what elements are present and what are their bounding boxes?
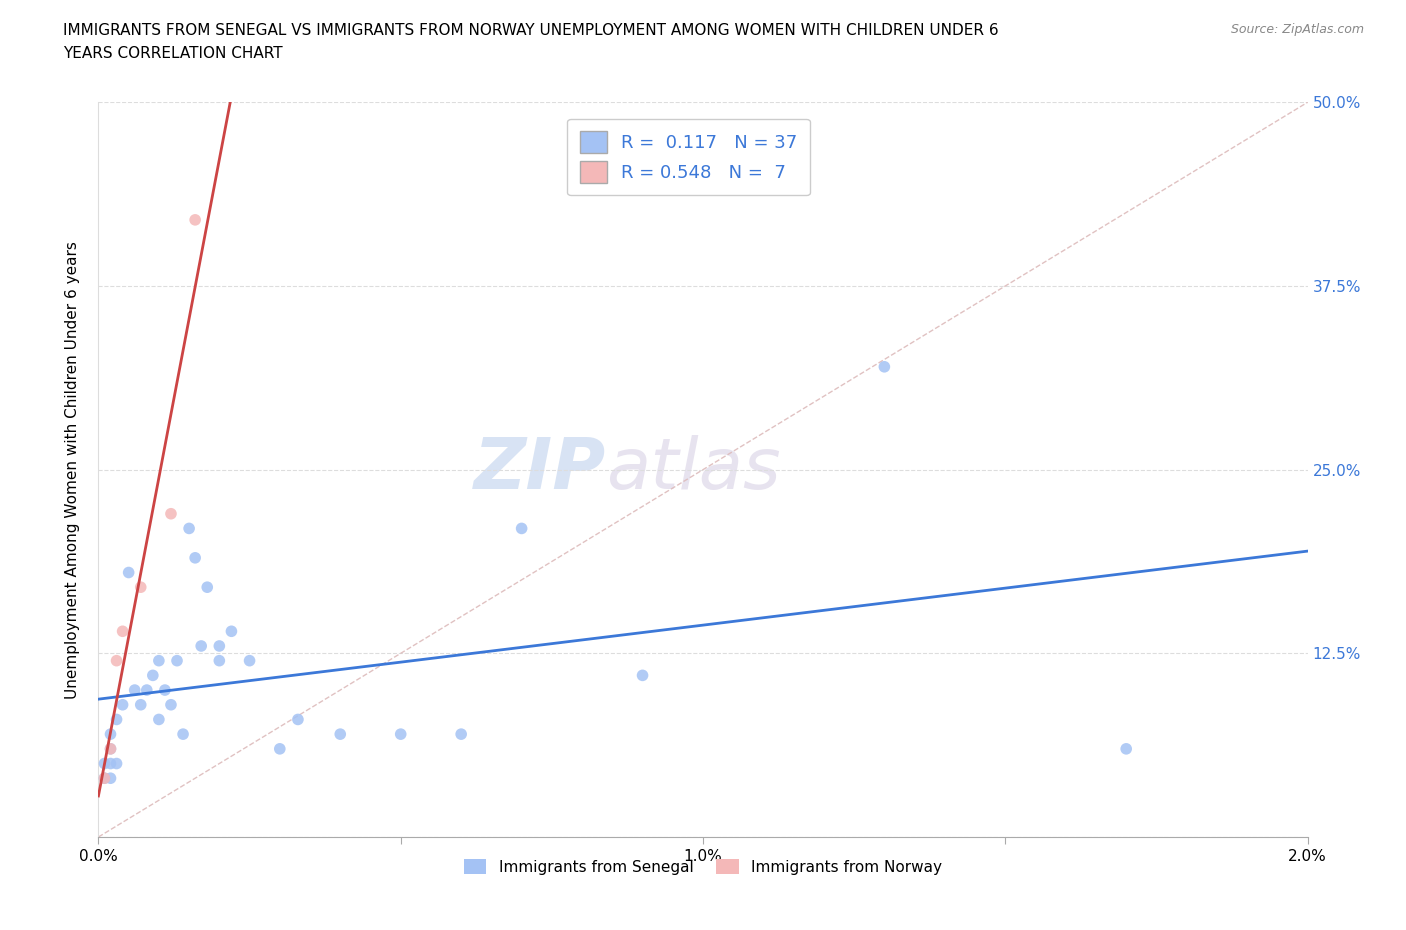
- Point: [208, 653, 231, 668]
- Point: [148, 712, 170, 727]
- Point: [208, 639, 231, 654]
- Point: [105, 756, 128, 771]
- Point: [100, 756, 122, 771]
- Point: [93, 756, 115, 771]
- Point: [184, 551, 207, 565]
- Point: [93, 771, 115, 786]
- Point: [184, 212, 207, 227]
- Point: [124, 683, 146, 698]
- Point: [129, 698, 152, 712]
- Text: IMMIGRANTS FROM SENEGAL VS IMMIGRANTS FROM NORWAY UNEMPLOYMENT AMONG WOMEN WITH : IMMIGRANTS FROM SENEGAL VS IMMIGRANTS FR…: [63, 23, 998, 38]
- Point: [269, 741, 291, 756]
- Point: [190, 639, 212, 654]
- Point: [166, 653, 188, 668]
- Point: [160, 506, 183, 521]
- Point: [631, 668, 654, 683]
- Point: [148, 653, 170, 668]
- Point: [142, 668, 165, 683]
- Point: [239, 653, 262, 668]
- Point: [111, 698, 134, 712]
- Point: [105, 653, 128, 668]
- Point: [100, 771, 122, 786]
- Point: [510, 521, 533, 536]
- Point: [1115, 741, 1137, 756]
- Legend: Immigrants from Senegal, Immigrants from Norway: Immigrants from Senegal, Immigrants from…: [457, 853, 949, 881]
- Point: [100, 726, 122, 741]
- Text: atlas: atlas: [606, 435, 780, 504]
- Point: [153, 683, 176, 698]
- Point: [873, 359, 896, 374]
- Point: [450, 726, 472, 741]
- Point: [195, 579, 218, 594]
- Point: [160, 698, 183, 712]
- Point: [105, 712, 128, 727]
- Point: [179, 521, 201, 536]
- Point: [329, 726, 352, 741]
- Point: [93, 771, 115, 786]
- Point: [172, 726, 194, 741]
- Point: [118, 565, 141, 580]
- Point: [100, 741, 122, 756]
- Point: [129, 579, 152, 594]
- Point: [287, 712, 309, 727]
- Point: [135, 683, 157, 698]
- Text: Source: ZipAtlas.com: Source: ZipAtlas.com: [1230, 23, 1364, 36]
- Point: [389, 726, 412, 741]
- Point: [221, 624, 243, 639]
- Text: ZIP: ZIP: [474, 435, 606, 504]
- Text: YEARS CORRELATION CHART: YEARS CORRELATION CHART: [63, 46, 283, 61]
- Point: [111, 624, 134, 639]
- Y-axis label: Unemployment Among Women with Children Under 6 years: Unemployment Among Women with Children U…: [65, 241, 80, 698]
- Point: [100, 741, 122, 756]
